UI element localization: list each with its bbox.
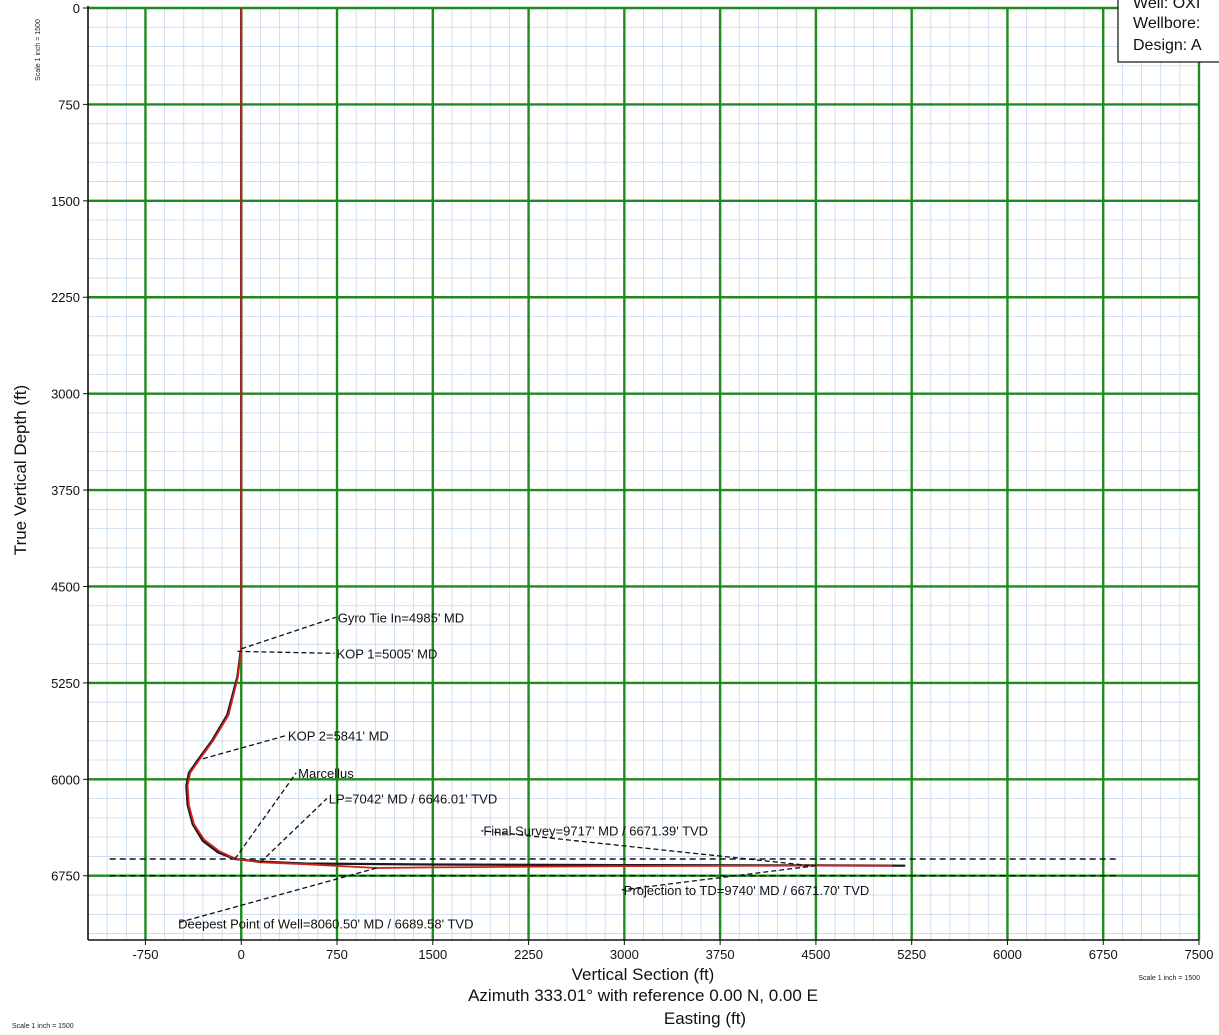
- annotation-label: LP=7042' MD / 6646.01' TVD: [329, 792, 497, 807]
- x-axis-title: Vertical Section (ft): [572, 965, 715, 984]
- reference-lines: [109, 858, 1119, 877]
- design-text: Design: A: [1133, 37, 1202, 54]
- well-name-text: Well: OXI: [1133, 0, 1200, 12]
- annotation-label: Projection to TD=9740' MD / 6671.70' TVD: [624, 883, 869, 898]
- annotation-leader: [175, 867, 377, 924]
- x-tick-label: 0: [238, 947, 245, 962]
- annotation-leader: [241, 616, 336, 650]
- x-tick-label: 3750: [706, 947, 735, 962]
- x-tick-label: -750: [132, 947, 158, 962]
- x-tick-label: 7500: [1185, 947, 1214, 962]
- annotation-label: Marcellus: [298, 766, 354, 781]
- annotation-label: KOP 1=5005' MD: [336, 646, 437, 661]
- x-tick-label: 2250: [514, 947, 543, 962]
- well-info-box: Well: OXI Wellbore: Design: A: [1117, 0, 1219, 63]
- y-tick-label: 6750: [51, 869, 80, 884]
- plot-frame: [87, 6, 1199, 941]
- annotation-leader: [202, 734, 287, 760]
- scale-note-right: Scale 1 inch = 1500: [1138, 975, 1200, 982]
- annotation-leader: [621, 865, 816, 891]
- tick-labels: -750 0 750 1500 2250 3000 3750 4500 5250 6000 6750…: [51, 1, 1213, 962]
- annotation-label: Deepest Point of Well=8060.50' MD / 6689…: [178, 916, 473, 931]
- y-tick-label: 3750: [51, 483, 80, 498]
- x-tick-label: 6750: [1089, 947, 1118, 962]
- x-tick-label: 4500: [801, 947, 830, 962]
- y-tick-label: 5250: [51, 676, 80, 691]
- annotation-label: KOP 2=5841' MD: [288, 729, 389, 744]
- y-tick-label: 0: [73, 1, 80, 16]
- y-tick-label: 4500: [51, 579, 80, 594]
- y-tick-label: 6000: [51, 772, 80, 787]
- wellbore-text: Wellbore:: [1133, 15, 1200, 32]
- annotation-leader: [234, 772, 297, 860]
- y-tick-label: 750: [58, 97, 80, 112]
- series-layer: [185, 8, 906, 869]
- annotation-label: Gyro Tie In=4985' MD: [338, 610, 464, 625]
- x-axis-easting-title: Easting (ft): [664, 1009, 746, 1028]
- x-tick-label: 1500: [418, 947, 447, 962]
- y-tick-label: 2250: [51, 290, 80, 305]
- x-axis-subtitle: Azimuth 333.01° with reference 0.00 N, 0…: [468, 986, 818, 1005]
- minor-grid: [87, 7, 1200, 940]
- annotation-leader: [259, 798, 328, 863]
- scale-note-left: Scale 1 inch = 1500: [35, 19, 42, 81]
- annotation-leader: [481, 830, 810, 867]
- y-tick-label: 1500: [51, 194, 80, 209]
- well-info-frame: [1117, 0, 1219, 63]
- scale-note-bottom: Scale 1 inch = 1500: [12, 1023, 74, 1030]
- x-tick-label: 5250: [897, 947, 926, 962]
- y-tick-label: 3000: [51, 387, 80, 402]
- annotation-leader: [237, 650, 335, 654]
- x-tick-label: 3000: [610, 947, 639, 962]
- annotation-labels: Gyro Tie In=4985' MD KOP 1=5005' MD KOP 2=…: [178, 610, 869, 931]
- annotation-leaders: [175, 616, 816, 924]
- annotation-label: Final Survey=9717' MD / 6671.39' TVD: [483, 824, 708, 839]
- y-axis-title: True Vertical Depth (ft): [11, 385, 30, 555]
- wellbore-actual-line: [186, 8, 893, 869]
- x-tick-label: 6000: [993, 947, 1022, 962]
- x-tick-label: 750: [326, 947, 348, 962]
